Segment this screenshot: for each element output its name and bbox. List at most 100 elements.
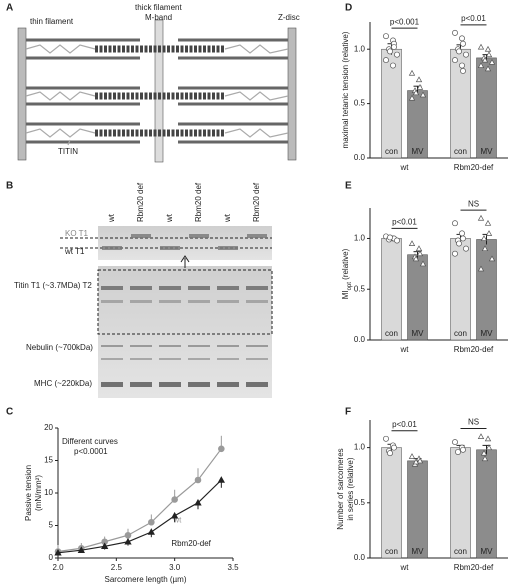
data-point xyxy=(452,29,458,36)
bar-label: MV xyxy=(481,329,494,338)
bar-label: con xyxy=(385,147,398,156)
lane-label: Rbm20 def xyxy=(194,182,203,222)
data-point xyxy=(415,245,423,252)
y-axis-label: Passive tension(mN/mm²) xyxy=(24,465,43,521)
data-point xyxy=(383,33,389,40)
data-point xyxy=(480,449,488,456)
data-point xyxy=(54,548,62,556)
y-tick-label: 0.5 xyxy=(354,99,366,108)
lane-label: Rbm20 def xyxy=(136,182,145,222)
y-axis-label-line: (mN/mm²) xyxy=(34,475,43,511)
sarcomere-diagram: A thin filament thick filament M-band Z-… xyxy=(6,3,300,163)
significance-label: NS xyxy=(468,199,479,208)
y-tick-label: 0 xyxy=(49,553,54,562)
data-point xyxy=(416,250,424,257)
bar-label: MV xyxy=(481,547,494,556)
band-label: Titin T1 (~3.7MDa) T2 xyxy=(14,281,92,290)
data-point xyxy=(485,230,493,236)
band xyxy=(159,382,181,387)
y-tick-label: 0.0 xyxy=(354,553,366,562)
x-tick-label: wt xyxy=(400,163,410,172)
data-point xyxy=(477,265,485,272)
x-tick-label: Rbm20-def xyxy=(454,563,494,572)
lane-label: Rbm20 def xyxy=(252,182,261,222)
y-tick-label: 20 xyxy=(44,423,53,432)
band xyxy=(101,286,123,290)
band xyxy=(246,345,268,347)
band xyxy=(217,382,239,387)
band xyxy=(188,382,210,387)
band xyxy=(131,234,151,238)
data-point xyxy=(171,496,178,503)
significance-label: p<0.01 xyxy=(392,218,417,227)
significance-label: p<0.001 xyxy=(390,17,420,26)
band xyxy=(159,358,181,360)
data-point xyxy=(416,457,424,464)
band-label: KO T1 xyxy=(65,229,89,238)
data-point xyxy=(484,65,492,72)
thin-filaments xyxy=(26,38,288,144)
panel-label: B xyxy=(6,181,13,192)
annotation: Different curves xyxy=(62,437,118,446)
thick-filament-label: thick filament xyxy=(135,3,182,12)
band xyxy=(217,345,239,347)
data-point xyxy=(477,214,485,221)
data-point xyxy=(459,35,465,42)
data-point xyxy=(456,240,462,247)
bar xyxy=(476,449,497,559)
z-disc-label: Z-disc xyxy=(278,13,300,22)
band xyxy=(130,286,152,290)
data-point xyxy=(452,57,458,64)
x-tick-label: 2.5 xyxy=(111,563,123,572)
data-point xyxy=(194,476,202,484)
data-point xyxy=(452,220,458,227)
series-line xyxy=(57,448,222,553)
data-point xyxy=(485,51,493,58)
bar xyxy=(381,238,402,341)
data-point xyxy=(387,450,393,457)
band xyxy=(101,358,123,360)
zoom-box xyxy=(97,269,273,335)
bar-label: con xyxy=(454,147,467,156)
data-point xyxy=(460,235,466,242)
x-tick-label: 3.0 xyxy=(169,563,181,572)
significance-label: NS xyxy=(468,418,479,427)
data-point xyxy=(412,458,420,465)
data-point xyxy=(77,546,85,553)
band xyxy=(159,286,181,290)
y-tick-label: 0.5 xyxy=(354,498,366,507)
x-tick-label: Rbm20-def xyxy=(454,345,494,354)
series-label: wt xyxy=(172,515,182,524)
data-point xyxy=(488,58,496,65)
bar xyxy=(450,447,471,559)
data-point xyxy=(394,51,400,58)
arrow xyxy=(180,255,190,268)
y-axis-label: Number of sarcomeresin series (relative) xyxy=(336,448,355,529)
bar-label: con xyxy=(385,547,398,556)
data-point xyxy=(456,48,462,55)
y-axis-label-line: Number of sarcomeres xyxy=(336,448,345,529)
y-axis-label-line: in series (relative) xyxy=(346,457,355,520)
data-point xyxy=(408,453,416,459)
series-label: Rbm20-def xyxy=(171,539,211,548)
y-axis-label: maximal tetanic tension (relative) xyxy=(341,31,350,148)
band xyxy=(246,286,268,290)
panel-label: C xyxy=(6,407,13,418)
band xyxy=(159,345,181,347)
data-point xyxy=(124,537,132,545)
panel-label: F xyxy=(345,407,351,418)
bar xyxy=(407,254,428,341)
data-point xyxy=(459,62,465,69)
bar xyxy=(407,460,428,559)
y-tick-label: 1.0 xyxy=(354,234,366,243)
bar-label: MV xyxy=(412,329,425,338)
band xyxy=(188,286,210,290)
lane-label: wt xyxy=(165,213,174,223)
panel-label: E xyxy=(345,181,352,192)
series-line xyxy=(57,479,222,554)
band xyxy=(188,358,210,360)
x-tick-label: 2.0 xyxy=(52,563,64,572)
titin xyxy=(25,44,289,146)
y-axis-label-part: MI xyxy=(341,290,350,299)
